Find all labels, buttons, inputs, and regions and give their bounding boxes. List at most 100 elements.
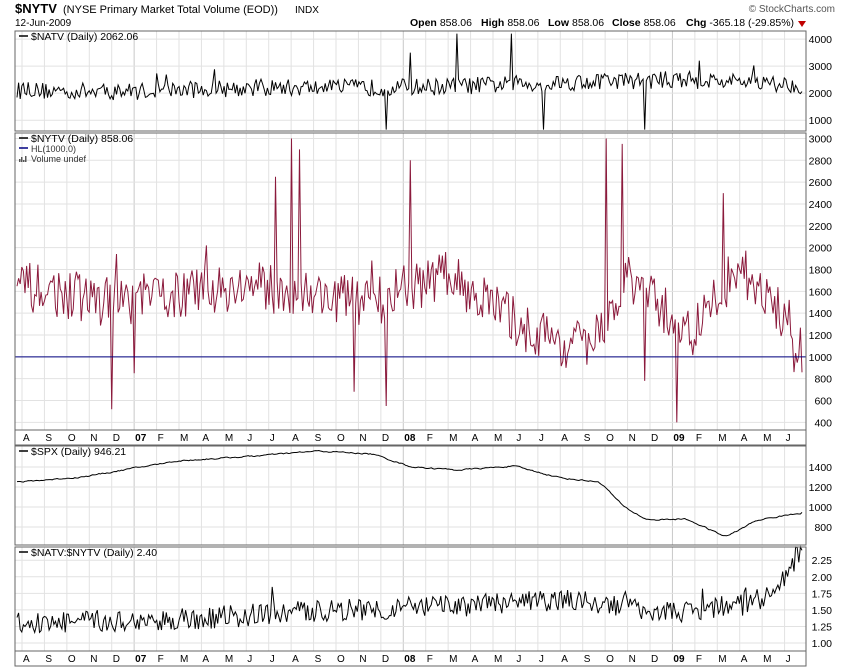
ratio-ytick-label: 1.75 — [812, 588, 833, 600]
nytv-ytick-label: 400 — [814, 417, 832, 429]
month-label: N — [90, 433, 97, 444]
high-label: High — [481, 17, 504, 29]
month-label: J — [516, 433, 521, 444]
nytv-ytick-label: 1400 — [809, 308, 833, 320]
change-value: -365.18 (-29.85%) — [709, 17, 794, 29]
spx-panel-frame — [14, 445, 807, 546]
spx-ytick-label: 1400 — [809, 462, 833, 474]
natv-legend-0: $NATV (Daily) 2062.06 — [31, 31, 138, 43]
nytv-ytick-label: 1000 — [809, 352, 833, 364]
month-label: S — [584, 433, 591, 444]
down-arrow-icon — [798, 21, 806, 27]
month-label: N — [359, 654, 366, 665]
ratio-series-line — [16, 545, 803, 635]
high-value: 858.06 — [507, 17, 539, 29]
time-axis-1 — [14, 650, 807, 667]
nytv-legend-1: HL(1000.0) — [31, 144, 76, 154]
ratio-ytick-label: 1.00 — [812, 638, 833, 650]
month-label: N — [629, 433, 636, 444]
month-label: M — [225, 433, 233, 444]
natv-ytick-label: 2000 — [809, 88, 833, 100]
year-label: 08 — [404, 654, 416, 665]
month-label: S — [584, 654, 591, 665]
month-label: M — [718, 654, 726, 665]
watermark: © StockCharts.com — [749, 4, 835, 15]
month-label: F — [696, 433, 702, 444]
month-label: A — [292, 654, 299, 665]
month-label: A — [202, 654, 209, 665]
spx-ytick-label: 1200 — [809, 482, 833, 494]
month-label: A — [292, 433, 299, 444]
month-label: N — [629, 654, 636, 665]
month-label: J — [516, 654, 521, 665]
month-label: N — [359, 433, 366, 444]
month-label: F — [696, 654, 702, 665]
month-label: D — [113, 433, 120, 444]
svg-text:Chg-365.18 (-29.85%): Chg -365.18 (-29.85%) — [686, 17, 794, 29]
month-label: A — [23, 433, 30, 444]
month-label: O — [606, 654, 614, 665]
month-label: D — [113, 654, 120, 665]
month-label: A — [202, 433, 209, 444]
spx-series-line — [16, 449, 803, 537]
month-label: M — [494, 433, 502, 444]
year-label: 07 — [135, 654, 147, 665]
nytv-ytick-label: 2200 — [809, 221, 833, 233]
month-label: A — [472, 433, 479, 444]
symbol-description: (NYSE Primary Market Total Volume (EOD)) — [63, 4, 278, 16]
nytv-ytick-label: 3000 — [809, 133, 833, 145]
open-value: 858.06 — [440, 17, 472, 29]
month-label: D — [382, 654, 389, 665]
ratio-ytick-label: 2.00 — [812, 572, 833, 584]
month-label: S — [315, 433, 322, 444]
month-label: J — [539, 654, 544, 665]
month-label: A — [741, 654, 748, 665]
nytv-ytick-label: 1200 — [809, 330, 833, 342]
quote-bar: Open 858.06 High 858.06 Low 858.06 Close 858… — [410, 17, 794, 29]
month-label: M — [180, 433, 188, 444]
natv-panel-frame — [14, 30, 807, 132]
spx-legend-0: $SPX (Daily) 946.21 — [31, 446, 126, 458]
month-label: O — [606, 433, 614, 444]
ratio-ytick-label: 1.25 — [812, 621, 833, 633]
nytv-ytick-label: 800 — [814, 374, 832, 386]
month-label: F — [158, 654, 164, 665]
month-label: M — [449, 654, 457, 665]
close-value: 858.06 — [644, 17, 676, 29]
year-label: 09 — [673, 433, 685, 444]
month-label: M — [449, 433, 457, 444]
month-label: F — [427, 433, 433, 444]
month-label: M — [763, 654, 771, 665]
month-label: F — [427, 654, 433, 665]
month-label: O — [68, 654, 76, 665]
nytv-ytick-label: 2600 — [809, 177, 833, 189]
month-label: D — [651, 433, 658, 444]
month-label: M — [763, 433, 771, 444]
month-label: A — [23, 654, 30, 665]
natv-ytick-label: 1000 — [809, 115, 833, 127]
ratio-ytick-label: 1.50 — [812, 605, 833, 617]
month-label: S — [45, 433, 52, 444]
nytv-ytick-label: 600 — [814, 396, 832, 408]
natv-ytick-label: 3000 — [809, 61, 833, 73]
month-label: A — [561, 654, 568, 665]
month-label: J — [786, 433, 791, 444]
nytv-legend-2: Volume undef — [31, 154, 87, 164]
nytv-ytick-label: 2000 — [809, 243, 833, 255]
month-label: O — [337, 433, 345, 444]
exchange-label: INDX — [295, 5, 319, 16]
month-label: M — [494, 654, 502, 665]
month-label: M — [180, 654, 188, 665]
month-label: S — [315, 654, 322, 665]
open-label: Open — [410, 17, 437, 29]
month-label: A — [741, 433, 748, 444]
spx-ytick-label: 1000 — [809, 502, 833, 514]
natv-ytick-label: 4000 — [809, 34, 833, 46]
ratio-panel-bg — [15, 547, 806, 651]
volume-bars-icon — [19, 156, 27, 162]
